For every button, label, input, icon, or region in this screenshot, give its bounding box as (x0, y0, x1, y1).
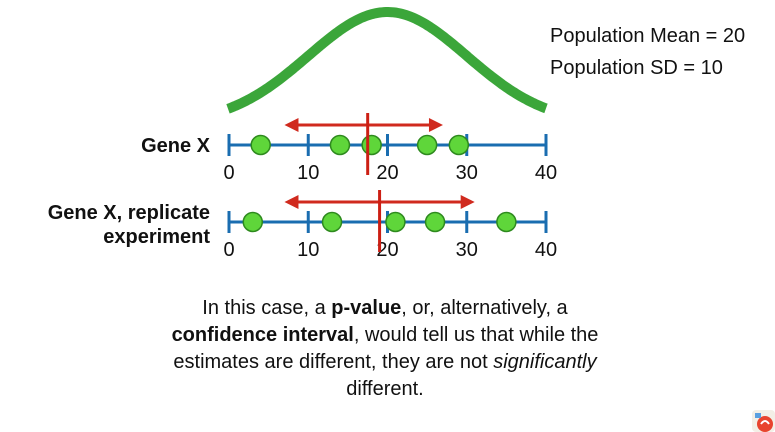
data-point (361, 134, 382, 156)
tick-label: 30 (456, 239, 478, 261)
caption-text-1: In this case, a (202, 297, 332, 319)
interval-arrow-right-head (460, 195, 475, 209)
caption-significantly: significantly (493, 351, 597, 373)
population-sd-label: Population SD = 10 (550, 57, 723, 79)
data-point (321, 211, 343, 233)
caption-confidence-interval: confidence interval (171, 324, 354, 346)
statquest-logo-icon (752, 410, 775, 432)
number-line-gene-x: 0 10 20 30 40 (223, 113, 557, 184)
interval-arrow-left-head (284, 118, 299, 132)
number-line-gene-x-replicate: 0 10 20 30 40 (223, 190, 557, 261)
caption-text-3: , would tell us that while the estimates… (173, 324, 599, 373)
data-point (496, 211, 517, 233)
caption-p-value: p-value (331, 297, 402, 319)
tick-label: 40 (535, 162, 557, 184)
tick-label: 30 (456, 162, 478, 184)
gene-x-replicate-label-line-2: experiment (103, 226, 210, 248)
gene-x-label: Gene X (141, 134, 210, 158)
explanation-caption: In this case, a p-value, or, alternative… (170, 295, 600, 403)
tick-label: 20 (376, 162, 398, 184)
caption-text-2: , or, alternatively, a (401, 297, 568, 319)
normal-distribution-curve (226, 7, 548, 114)
data-point (329, 134, 351, 156)
data-point (424, 211, 446, 233)
caption-text-4: different. (346, 378, 424, 400)
interval-arrow-left-head (284, 195, 299, 209)
gene-x-replicate-label-line-1: Gene X, replicate (47, 202, 210, 224)
tick-label: 0 (223, 239, 234, 261)
gene-x-label-line: Gene X (141, 135, 210, 157)
interval-arrow-right-head (428, 118, 443, 132)
tick-label: 10 (297, 239, 319, 261)
population-mean-label: Population Mean = 20 (550, 25, 746, 47)
tick-label: 20 (376, 239, 398, 261)
tick-label: 10 (297, 162, 319, 184)
data-point (250, 134, 271, 156)
gene-x-replicate-label: Gene X, replicate experiment (48, 201, 210, 249)
data-point (385, 211, 406, 233)
data-point (242, 211, 264, 233)
data-point (416, 134, 438, 156)
tick-label: 0 (223, 162, 234, 184)
tick-label: 40 (535, 239, 557, 261)
data-point (448, 134, 470, 156)
